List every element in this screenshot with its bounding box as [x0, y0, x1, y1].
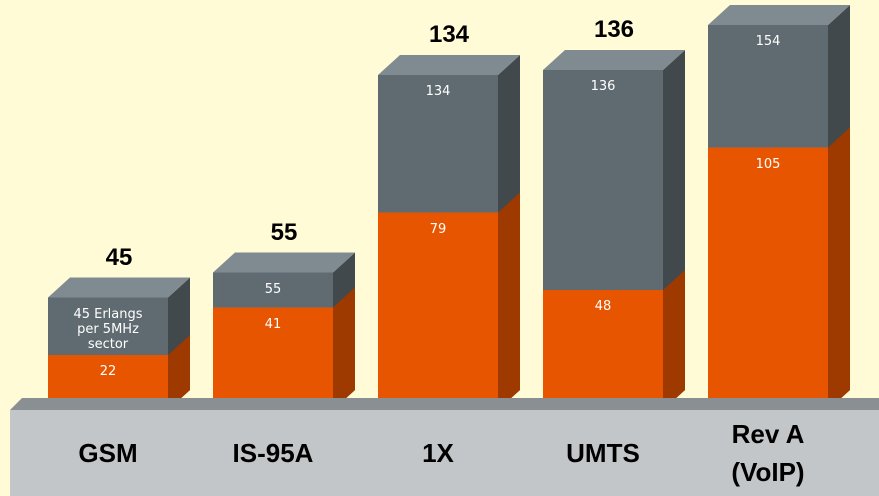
bar-side — [333, 287, 355, 410]
bar — [708, 127, 850, 410]
bar-front — [48, 355, 168, 410]
x-tick-label: GSM — [78, 438, 138, 468]
value-label: 136 — [590, 79, 616, 94]
value-label: 105 — [755, 156, 781, 172]
bar-top — [48, 277, 190, 298]
total-label: 134 — [428, 21, 470, 48]
x-tick-label: IS-95A — [232, 438, 314, 468]
value-label: 154 — [755, 34, 781, 49]
bar-side — [828, 127, 850, 410]
bar-side — [663, 270, 685, 410]
bar-front — [543, 290, 663, 410]
value-label: 79 — [429, 221, 447, 237]
bar-top — [543, 50, 685, 70]
value-label: 134 — [425, 84, 451, 99]
bar — [213, 287, 355, 410]
platform-front — [10, 410, 879, 496]
x-tick-label: 1X — [422, 438, 454, 468]
value-label: 55 — [264, 281, 282, 297]
bar-side — [498, 192, 520, 410]
bar-top — [378, 55, 520, 75]
bar-top — [708, 5, 850, 25]
bar — [543, 270, 685, 410]
bar — [48, 335, 190, 410]
bar-top — [213, 252, 355, 273]
total-label: 45 — [105, 243, 133, 271]
bar-front — [708, 147, 828, 410]
x-tick-label: UMTS — [566, 438, 640, 468]
value-label: 22 — [99, 364, 117, 379]
platform-top — [10, 398, 879, 410]
value-label: 48 — [594, 299, 612, 314]
bar-front — [378, 212, 498, 410]
total-label: 136 — [593, 16, 635, 43]
bar-side — [168, 335, 190, 410]
value-label: 41 — [264, 316, 282, 332]
x-tick-label: Rev A (VoIP) — [731, 419, 805, 487]
bar — [378, 192, 520, 410]
total-label: 55 — [270, 218, 298, 246]
bar-front — [213, 307, 333, 410]
value-label: 45 Erlangs per 5MHz sector — [73, 306, 143, 352]
